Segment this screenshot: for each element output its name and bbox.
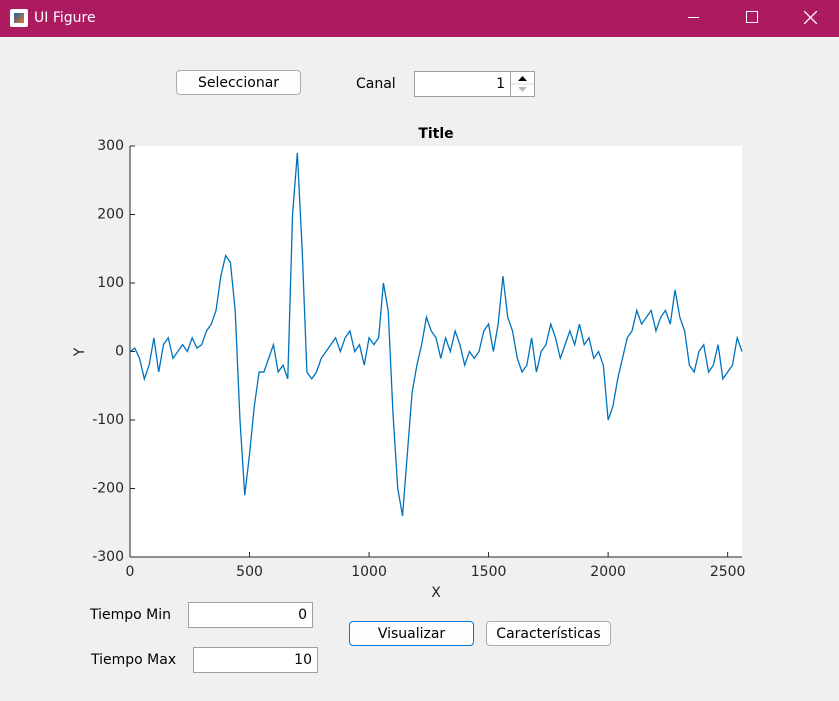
- y-tick-label: -300: [92, 549, 124, 565]
- y-tick-label: 300: [97, 138, 124, 154]
- time-max-label: Tiempo Max: [91, 652, 177, 668]
- app-icon: [10, 9, 28, 27]
- chart: Title X Y -300 -200 -100 0 100 200 300 0 500 1000…: [72, 126, 746, 601]
- y-axis-label: Y: [72, 347, 88, 357]
- x-axis-label: X: [431, 585, 441, 601]
- x-tick-label: 2500: [710, 564, 746, 580]
- title-bar: UI Figure: [0, 0, 839, 37]
- window-title: UI Figure: [34, 10, 96, 26]
- plot-area: [130, 146, 742, 557]
- x-tick-label: 1500: [471, 564, 507, 580]
- maximize[interactable]: [746, 11, 758, 23]
- x-tick-label: 1000: [351, 564, 387, 580]
- time-max-field[interactable]: 10: [193, 647, 318, 673]
- spinner[interactable]: [510, 71, 535, 97]
- channel-label: Canal: [356, 76, 396, 92]
- x-tick-label: 0: [126, 564, 135, 580]
- select-button[interactable]: Seleccionar: [176, 70, 301, 95]
- x-tick-label: 500: [236, 564, 263, 580]
- y-tick-label: -200: [92, 481, 124, 497]
- time-min-field[interactable]: 0: [188, 602, 313, 628]
- minimize[interactable]: [688, 17, 699, 18]
- y-tick-label: 0: [115, 344, 124, 360]
- y-tick-label: 100: [97, 275, 124, 291]
- time-min-label: Tiempo Min: [90, 607, 172, 623]
- data-line: [129, 152, 743, 517]
- visualize-button[interactable]: Visualizar: [349, 621, 474, 646]
- close[interactable]: [804, 11, 817, 24]
- y-tick-label: -100: [92, 412, 124, 428]
- features-button[interactable]: Características: [486, 621, 611, 646]
- spinner-arrows: [511, 76, 534, 92]
- y-tick-label: 200: [97, 207, 124, 223]
- x-tick-label: 2000: [590, 564, 626, 580]
- chart-title: Title: [418, 126, 453, 142]
